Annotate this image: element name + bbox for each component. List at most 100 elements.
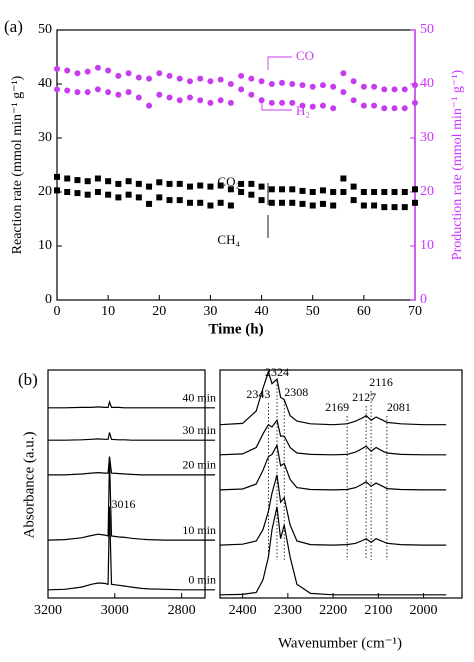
data-point	[115, 180, 122, 187]
x-axis-label: Wavenumber (cm⁻¹)	[278, 635, 402, 651]
data-point	[115, 91, 122, 98]
peak-label: 2324	[265, 365, 289, 379]
data-point	[115, 194, 122, 201]
spectrum	[48, 399, 215, 409]
series-label: H₂	[296, 103, 310, 118]
x-tick-label: 50	[306, 304, 320, 319]
data-point	[166, 94, 173, 101]
x-tick-label: 3000	[101, 603, 129, 618]
spectrum	[47, 506, 215, 591]
data-point	[248, 75, 255, 82]
data-point	[268, 199, 275, 206]
data-point	[105, 67, 112, 74]
data-point	[350, 97, 357, 104]
panel-label: (a)	[4, 17, 23, 36]
x-tick-label: 2400	[229, 603, 257, 618]
data-point	[340, 175, 347, 182]
data-point	[289, 81, 296, 87]
peak-label: 2169	[325, 400, 349, 414]
data-point	[268, 81, 275, 87]
data-point	[401, 86, 408, 93]
spectrum	[219, 474, 447, 546]
data-point	[279, 99, 286, 106]
data-point	[166, 72, 173, 79]
data-point	[381, 204, 388, 211]
data-point	[309, 103, 316, 110]
data-point	[319, 82, 326, 89]
data-point	[166, 197, 173, 204]
panel-label: (b)	[18, 370, 38, 389]
data-point	[176, 180, 183, 187]
peak-label: 2308	[284, 385, 308, 399]
data-point	[105, 191, 112, 198]
data-point	[135, 180, 142, 187]
data-point	[197, 199, 204, 206]
data-point	[330, 189, 337, 195]
x-tick-label: 60	[357, 304, 371, 319]
data-point	[207, 99, 214, 106]
data-point	[74, 89, 81, 96]
data-point	[371, 202, 378, 209]
spectrum	[48, 456, 215, 476]
spectrum	[219, 418, 447, 456]
data-point	[186, 183, 193, 190]
data-point	[319, 187, 326, 194]
data-point	[64, 67, 71, 74]
data-point	[258, 183, 265, 190]
spectrum	[219, 506, 447, 596]
data-point	[54, 86, 60, 93]
x-tick-label: 2800	[168, 603, 196, 618]
peak-label: 2081	[387, 400, 411, 414]
data-point	[197, 182, 204, 189]
x-tick-label: 2100	[364, 603, 392, 618]
data-point	[54, 173, 60, 180]
data-point	[299, 200, 306, 207]
data-point	[74, 190, 81, 197]
data-point	[227, 99, 234, 106]
data-point	[238, 189, 245, 195]
trace-label: 30 min	[182, 423, 216, 437]
data-point	[412, 99, 418, 106]
data-point	[248, 180, 255, 187]
data-point	[391, 189, 398, 195]
data-point	[371, 83, 378, 90]
data-point	[94, 175, 101, 182]
data-point	[391, 204, 398, 211]
callout-line	[267, 56, 292, 70]
y-tick-label: 10	[38, 238, 52, 253]
data-point	[360, 83, 367, 90]
data-point	[238, 86, 245, 93]
data-point	[340, 189, 347, 195]
peak-label: 3016	[111, 497, 135, 511]
y2-tick-label: 0	[420, 292, 427, 307]
x-tick-label: 10	[101, 304, 115, 319]
data-point	[412, 186, 418, 193]
series-label: CO	[296, 48, 314, 63]
x-tick-label: 30	[203, 304, 217, 319]
data-point	[207, 202, 214, 209]
callout-line	[261, 97, 292, 111]
data-point	[401, 204, 408, 211]
data-point	[94, 189, 101, 195]
x-tick-label: 2200	[319, 603, 347, 618]
y-tick-label: 50	[38, 22, 52, 37]
data-point	[54, 187, 60, 194]
data-point	[391, 86, 398, 93]
data-point	[135, 74, 142, 81]
data-point	[156, 70, 163, 77]
data-point	[125, 89, 132, 96]
data-point	[156, 91, 163, 98]
data-point	[248, 91, 255, 98]
data-point	[381, 105, 388, 112]
y-tick-label: 30	[38, 130, 52, 145]
spectrum	[47, 457, 215, 541]
y2-tick-label: 10	[420, 238, 434, 253]
data-point	[268, 99, 275, 106]
data-point	[401, 105, 408, 112]
data-point	[238, 180, 245, 187]
data-point	[166, 180, 173, 187]
data-point	[350, 197, 357, 204]
data-point	[340, 89, 347, 96]
data-point	[217, 199, 224, 206]
